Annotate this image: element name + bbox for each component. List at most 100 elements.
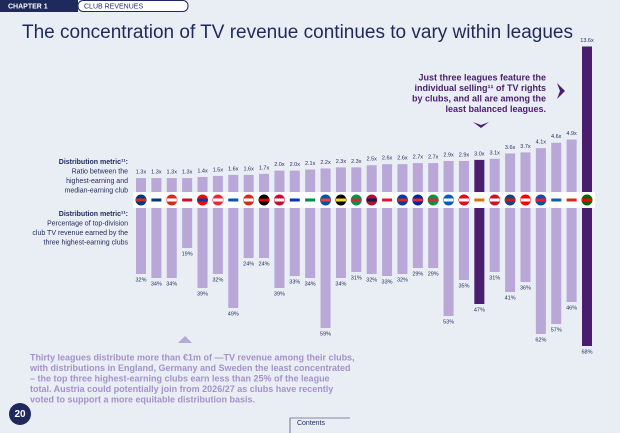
flag-stripe — [136, 198, 146, 202]
bar — [166, 178, 177, 200]
value-label: 2.9x — [459, 152, 470, 158]
value-label: 4.9x — [566, 131, 577, 137]
value-label: 2.9x — [443, 152, 454, 158]
chapter: CHAPTER 1 — [8, 3, 48, 10]
value-label: 32% — [397, 277, 408, 283]
value-label: 3.6x — [505, 145, 516, 151]
flag-stripe — [458, 198, 469, 202]
bar — [212, 175, 223, 200]
bar — [243, 200, 254, 258]
value-label: 24% — [243, 261, 254, 267]
bar — [551, 142, 562, 200]
flag-stripe — [566, 198, 577, 202]
bar — [136, 200, 146, 274]
bar — [197, 177, 208, 200]
flag-stripe — [428, 198, 439, 202]
value-label: 2.5x — [366, 157, 377, 163]
bar — [351, 167, 362, 200]
value-label: 31% — [489, 275, 500, 281]
bar — [289, 200, 300, 276]
bar — [228, 174, 239, 200]
bar — [489, 200, 500, 272]
bar — [582, 200, 592, 346]
value-label: 62% — [535, 337, 546, 343]
bar — [151, 178, 162, 200]
value-label: 2.3x — [351, 159, 362, 165]
bar — [428, 200, 439, 268]
value-label: 29% — [428, 271, 439, 277]
value-label: 34% — [335, 281, 346, 287]
bar — [274, 200, 285, 288]
flag-stripe — [520, 198, 531, 202]
flag-stripe — [397, 198, 408, 202]
body-line: – the top three highest-earning clubs ea… — [30, 373, 330, 383]
flag-stripe — [382, 198, 393, 202]
value-label: 39% — [274, 291, 285, 297]
page-badge — [9, 403, 31, 425]
bar — [197, 200, 208, 288]
value-label: 2.0x — [274, 162, 285, 168]
annotation-line: by clubs, and all are among the — [412, 93, 546, 103]
bar — [428, 163, 439, 200]
bar — [412, 163, 423, 200]
bar — [366, 200, 377, 274]
flag-stripe — [489, 198, 500, 202]
bar — [351, 200, 362, 272]
bar — [551, 200, 562, 324]
bar — [505, 153, 516, 200]
bar — [397, 200, 408, 274]
flag-stripe — [535, 198, 546, 202]
bar — [305, 169, 316, 200]
value-label: 1.3x — [136, 170, 147, 176]
metric-label: Distribution metric¹¹: — [59, 211, 128, 218]
contents-link[interactable]: Contents — [297, 420, 326, 427]
metric-label: club TV revenue earned by the — [32, 230, 128, 237]
value-label: 34% — [166, 281, 177, 287]
value-label: 32% — [135, 277, 146, 283]
bar — [335, 200, 346, 278]
value-label: 35% — [458, 283, 469, 289]
bar — [412, 200, 423, 268]
value-label: 2.3x — [336, 159, 347, 165]
value-label: 68% — [581, 349, 592, 355]
bar — [382, 200, 393, 276]
flag-stripe — [259, 198, 270, 202]
bar — [443, 160, 454, 200]
chevron — [557, 83, 565, 99]
bar — [289, 170, 300, 200]
value-label: 1.3x — [182, 170, 193, 176]
value-label: 24% — [259, 261, 270, 267]
chevron — [473, 122, 489, 128]
bar — [320, 200, 331, 328]
value-label: 2.6x — [382, 156, 393, 162]
flag-stripe — [166, 198, 177, 202]
body-line: with distributions in England, Germany a… — [29, 363, 351, 373]
value-label: 4.6x — [551, 134, 562, 140]
pointer — [178, 336, 192, 343]
frame — [289, 417, 350, 433]
bar — [274, 170, 285, 200]
title: The concentration of TV revenue continue… — [22, 22, 573, 43]
bar — [259, 200, 270, 258]
value-label: 1.5x — [213, 167, 224, 173]
value-label: 31% — [351, 275, 362, 281]
metric-label: highest-earning and — [66, 178, 128, 185]
value-label: 2.7x — [413, 155, 424, 161]
flag-stripe — [212, 198, 223, 202]
value-label: 53% — [443, 319, 454, 325]
bar — [228, 200, 239, 308]
body-line: voted to support a more equitable distri… — [30, 394, 255, 404]
flag-stripe — [289, 198, 300, 202]
body-line: total. Austria could potentially join fr… — [30, 384, 333, 394]
annotation-line: individual selling¹¹ of TV rights — [414, 83, 546, 93]
metric-label: Ratio between the — [72, 168, 129, 175]
bar — [535, 148, 546, 200]
value-label: 59% — [320, 331, 331, 337]
flag-stripe — [505, 198, 516, 202]
flag-stripe — [151, 198, 162, 202]
bar — [382, 164, 393, 200]
metric-label: Distribution metric¹¹: — [59, 159, 128, 166]
value-label: 2.2x — [320, 160, 331, 166]
flag-stripe — [182, 198, 193, 202]
value-label: 2.1x — [305, 161, 316, 167]
